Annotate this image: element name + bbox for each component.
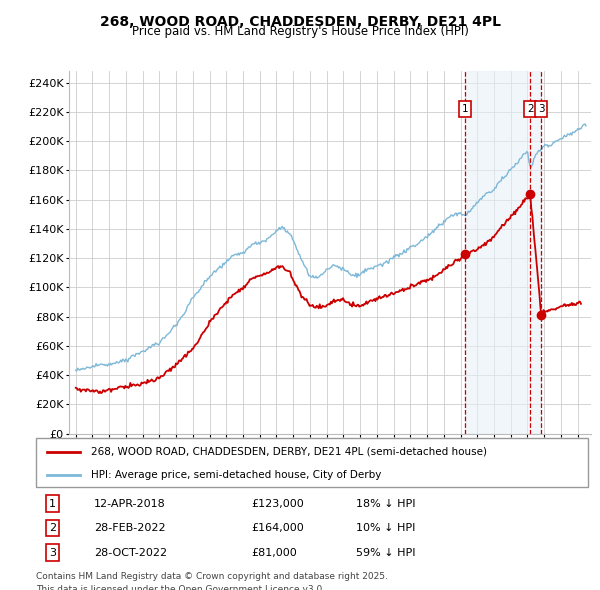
Text: 268, WOOD ROAD, CHADDESDEN, DERBY, DE21 4PL: 268, WOOD ROAD, CHADDESDEN, DERBY, DE21 …	[100, 15, 500, 29]
Text: 59% ↓ HPI: 59% ↓ HPI	[356, 548, 416, 558]
Text: 3: 3	[49, 548, 56, 558]
Text: 268, WOOD ROAD, CHADDESDEN, DERBY, DE21 4PL (semi-detached house): 268, WOOD ROAD, CHADDESDEN, DERBY, DE21 …	[91, 447, 487, 457]
Text: 2: 2	[49, 523, 56, 533]
Text: 28-OCT-2022: 28-OCT-2022	[94, 548, 167, 558]
Text: 28-FEB-2022: 28-FEB-2022	[94, 523, 166, 533]
Text: £164,000: £164,000	[251, 523, 304, 533]
Text: £123,000: £123,000	[251, 499, 304, 509]
FancyBboxPatch shape	[36, 438, 588, 487]
Text: Price paid vs. HM Land Registry's House Price Index (HPI): Price paid vs. HM Land Registry's House …	[131, 25, 469, 38]
Text: 1: 1	[462, 104, 469, 114]
Bar	[465, 71, 541, 434]
Text: £81,000: £81,000	[251, 548, 297, 558]
Text: Contains HM Land Registry data © Crown copyright and database right 2025.
This d: Contains HM Land Registry data © Crown c…	[36, 572, 388, 590]
Text: 10% ↓ HPI: 10% ↓ HPI	[356, 523, 416, 533]
Text: 3: 3	[538, 104, 545, 114]
Text: 18% ↓ HPI: 18% ↓ HPI	[356, 499, 416, 509]
Text: 12-APR-2018: 12-APR-2018	[94, 499, 166, 509]
Text: 1: 1	[49, 499, 56, 509]
Text: HPI: Average price, semi-detached house, City of Derby: HPI: Average price, semi-detached house,…	[91, 470, 382, 480]
Text: 2: 2	[527, 104, 533, 114]
